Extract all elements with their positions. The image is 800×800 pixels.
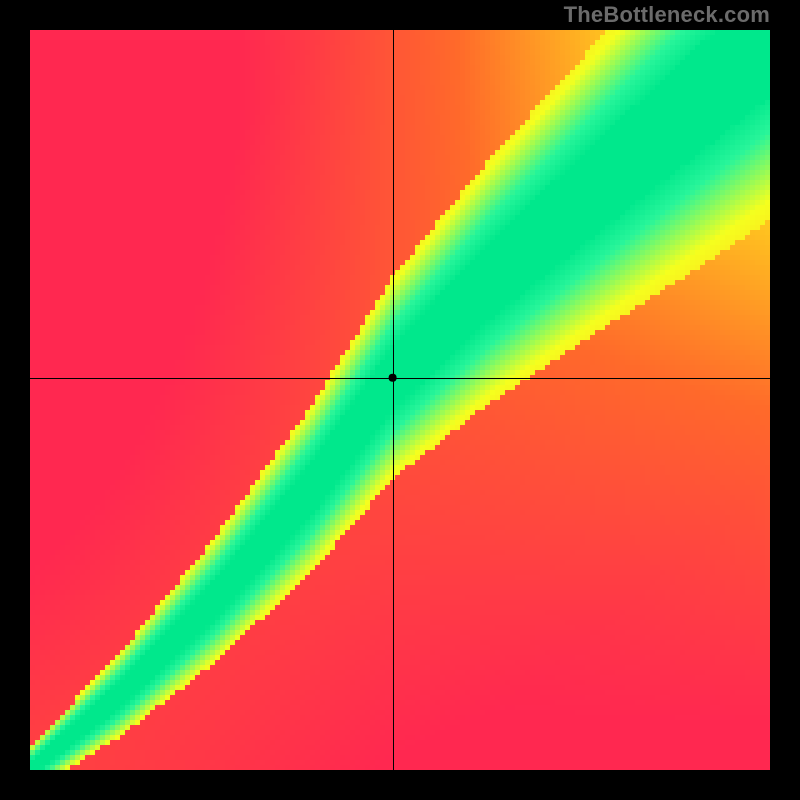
bottleneck-heatmap-canvas [30,30,770,770]
chart-frame: TheBottleneck.com [0,0,800,800]
watermark-text: TheBottleneck.com [564,2,770,28]
